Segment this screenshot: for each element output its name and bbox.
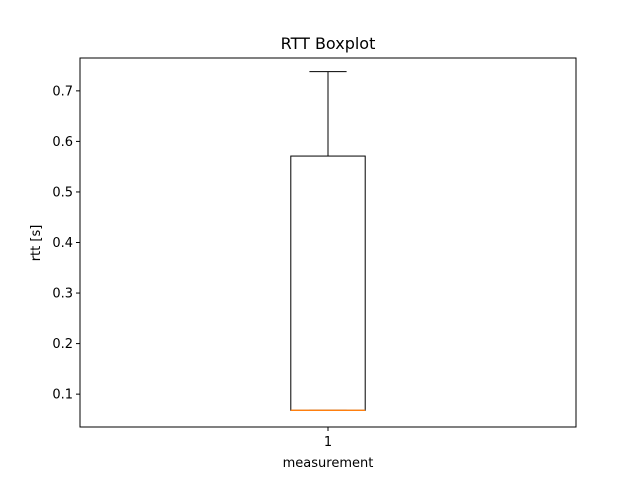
chart-title: RTT Boxplot bbox=[281, 34, 376, 53]
x-tick-label: 1 bbox=[324, 435, 332, 450]
x-axis-label: measurement bbox=[283, 456, 374, 471]
y-tick-label: 0.7 bbox=[52, 84, 73, 99]
y-tick-label: 0.3 bbox=[52, 287, 73, 302]
plot-area: 0.1 0.2 0.3 0.4 0.5 0.6 0.7 1 bbox=[52, 57, 577, 450]
y-axis-label: rtt [s] bbox=[29, 225, 44, 262]
y-tick-label: 0.5 bbox=[52, 185, 73, 200]
box bbox=[290, 155, 366, 411]
y-tick-label: 0.4 bbox=[52, 236, 73, 251]
axes-frame bbox=[79, 57, 577, 428]
y-tick-label: 0.6 bbox=[52, 135, 73, 150]
y-tick-label: 0.1 bbox=[52, 388, 73, 403]
y-tick-label: 0.2 bbox=[52, 337, 73, 352]
